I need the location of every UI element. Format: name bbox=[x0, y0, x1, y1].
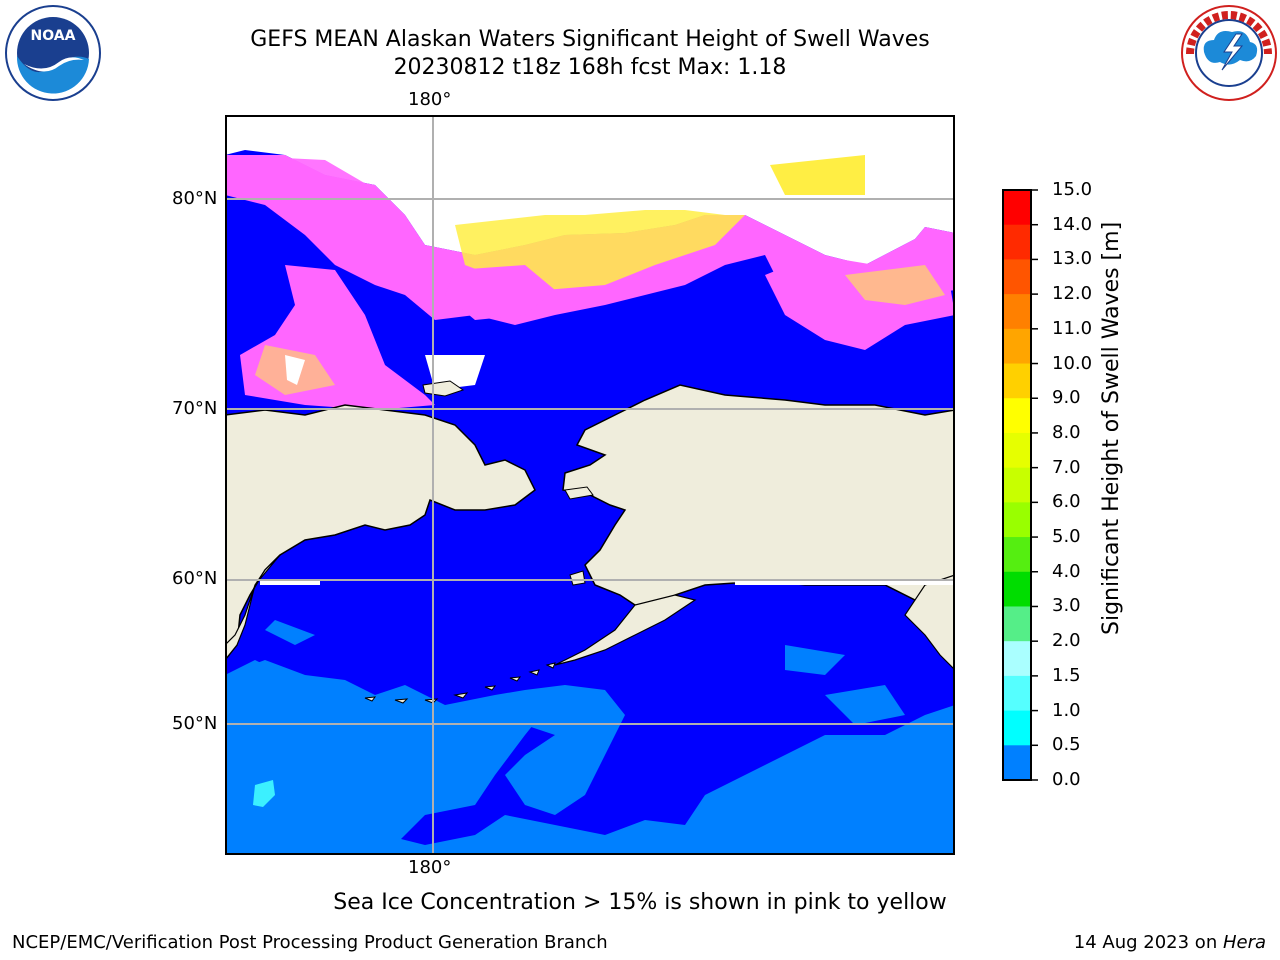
lat-label-50: 50°N bbox=[172, 713, 218, 734]
chart-subtitle: 20230812 t18z 168h fcst Max: 1.18 bbox=[393, 55, 787, 80]
colorbar-tick-label: 14.0 bbox=[1052, 213, 1093, 235]
colorbar-segment bbox=[1003, 224, 1031, 260]
colorbar-tick-label: 0.5 bbox=[1052, 734, 1081, 756]
colorbar-segment bbox=[1003, 190, 1031, 226]
colorbar-segment bbox=[1003, 675, 1031, 712]
colorbar-tick-label: 1.0 bbox=[1052, 699, 1081, 721]
sea-ice-caption: Sea Ice Concentration > 15% is shown in … bbox=[333, 890, 947, 915]
colorbar-segment bbox=[1003, 432, 1031, 469]
land-alaska-peninsula bbox=[554, 594, 697, 666]
colorbar-tick-label: 2.0 bbox=[1052, 630, 1081, 652]
colorbar bbox=[1002, 189, 1038, 781]
colorbar-segment bbox=[1003, 502, 1031, 538]
colorbar-label: Significant Height of Swell Waves [m] bbox=[1099, 221, 1124, 635]
colorbar-tick-label: 3.0 bbox=[1052, 595, 1081, 617]
colorbar-segment bbox=[1003, 537, 1031, 573]
footer-machine: Hera bbox=[1222, 932, 1266, 953]
graticule bbox=[225, 115, 955, 855]
swell-1p5-2m-patch bbox=[253, 780, 275, 807]
colorbar-tick-label: 7.0 bbox=[1052, 456, 1081, 478]
colorbar-border bbox=[1002, 189, 1032, 781]
colorbar-tick-label: 1.5 bbox=[1052, 664, 1081, 686]
colorbar-tick-label: 15.0 bbox=[1052, 179, 1093, 200]
lat-label-70: 70°N bbox=[172, 398, 218, 419]
colorbar-tick-label: 0.0 bbox=[1052, 769, 1081, 790]
colorbar-tick-label: 11.0 bbox=[1052, 317, 1093, 339]
no-data-region bbox=[225, 115, 955, 265]
colorbar-segment bbox=[1003, 294, 1031, 330]
colorbar-segment bbox=[1003, 363, 1031, 399]
colorbar-segment bbox=[1003, 745, 1031, 781]
lat-label-60: 60°N bbox=[172, 568, 218, 589]
colorbar-segment bbox=[1003, 467, 1031, 503]
colorbar-segment bbox=[1003, 328, 1031, 365]
colorbar-tick-label: 6.0 bbox=[1052, 491, 1081, 513]
colorbar-segment bbox=[1003, 641, 1031, 677]
colorbar-tick-label: 12.0 bbox=[1052, 283, 1093, 305]
colorbar-segment bbox=[1003, 259, 1031, 295]
bottom-longitude-label: 180° bbox=[408, 857, 452, 878]
noaa-logo: NOAA bbox=[5, 5, 101, 101]
lat-label-80: 80°N bbox=[172, 188, 218, 209]
top-longitude-label: 180° bbox=[408, 89, 452, 110]
colorbar-tick-label: 9.0 bbox=[1052, 387, 1081, 409]
map-panel bbox=[225, 115, 955, 855]
colorbar-segment bbox=[1003, 710, 1031, 746]
nws-logo bbox=[1181, 5, 1277, 101]
svg-text:NOAA: NOAA bbox=[31, 28, 76, 44]
land-kamchatka bbox=[225, 554, 281, 661]
colorbar-tick-label: 8.0 bbox=[1052, 421, 1081, 443]
footer-date: 14 Aug 2023 on Hera bbox=[1074, 932, 1266, 953]
chart-title: GEFS MEAN Alaskan Waters Significant Hei… bbox=[250, 27, 930, 52]
colorbar-tick-label: 5.0 bbox=[1052, 526, 1081, 548]
footer-credit: NCEP/EMC/Verification Post Processing Pr… bbox=[12, 932, 608, 953]
colorbar-tick-label: 4.0 bbox=[1052, 560, 1081, 582]
footer-date-text: 14 Aug 2023 on bbox=[1073, 932, 1223, 953]
colorbar-segment bbox=[1003, 398, 1031, 434]
land-alaska bbox=[562, 384, 955, 611]
colorbar-segment bbox=[1003, 571, 1031, 607]
colorbar-tick-label: 10.0 bbox=[1052, 352, 1093, 374]
colorbar-tick-label: 13.0 bbox=[1052, 248, 1093, 270]
colorbar-segment bbox=[1003, 606, 1031, 642]
